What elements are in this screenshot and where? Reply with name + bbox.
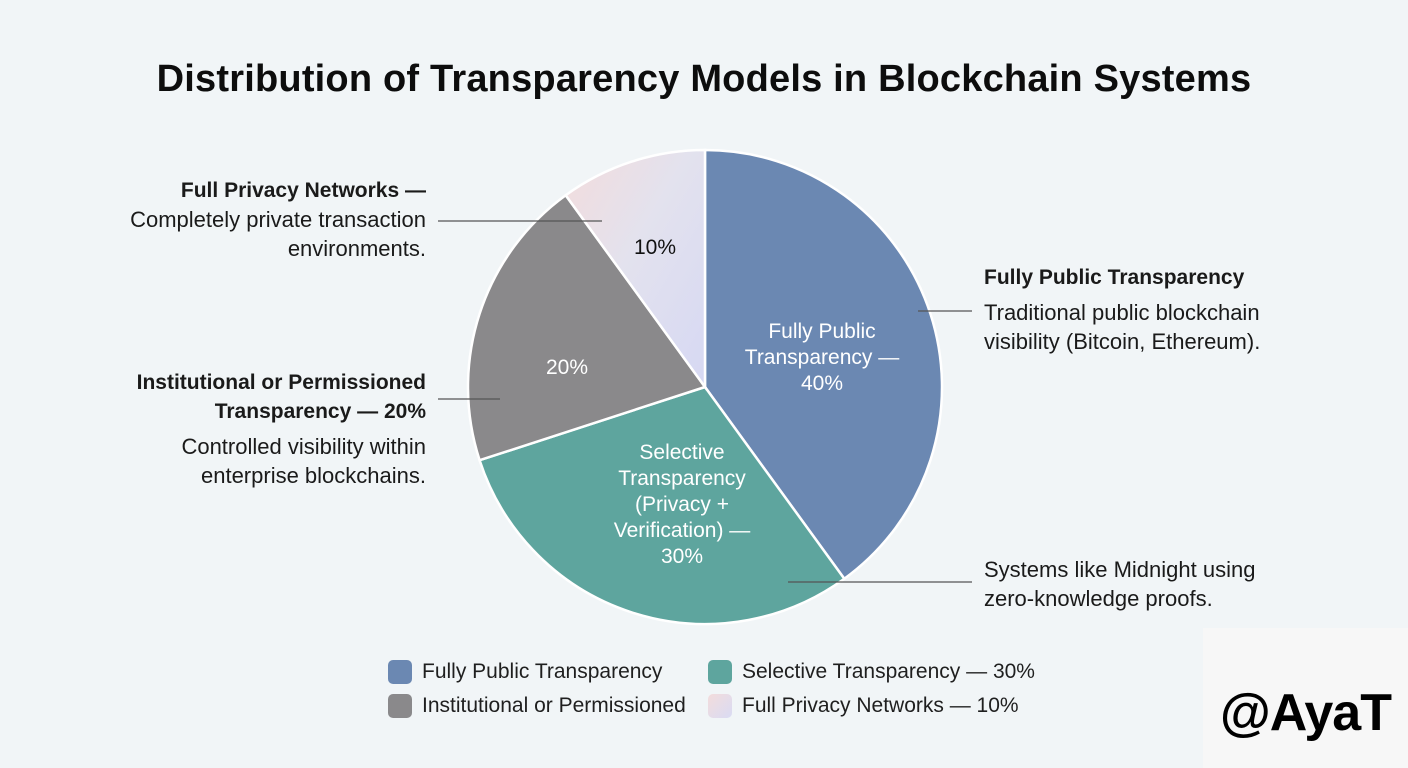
callout-full-privacy-line-2: environments.: [287, 236, 426, 261]
slice-label-institutional: 20%: [546, 356, 588, 379]
callout-selective: Systems like Midnight using zero-knowled…: [984, 555, 1314, 613]
legend-swatch-fully-public: [388, 660, 412, 684]
slice-institutional: [466, 193, 708, 462]
legend: Fully Public Transparency Selective Tran…: [388, 660, 1088, 718]
callout-fully-public-line-2: visibility (Bitcoin, Ethereum).: [984, 329, 1261, 354]
callout-institutional-title-2: Transparency — 20%: [214, 400, 426, 423]
slice-selective: [478, 385, 847, 626]
callout-selective-line-2: zero-knowledge proofs.: [984, 586, 1213, 611]
callout-selective-line-1: Systems like Midnight using: [984, 557, 1256, 582]
callout-institutional-title-1: Institutional or Permissioned: [136, 371, 426, 394]
watermark-text: @AyaT: [1220, 684, 1392, 742]
legend-label-full-privacy: Full Privacy Networks — 10%: [742, 694, 1019, 717]
callout-full-privacy-title: Full Privacy Networks —: [180, 179, 426, 202]
legend-swatch-selective: [708, 660, 732, 684]
legend-label-institutional: Institutional or Permissioned: [422, 694, 686, 717]
legend-item-selective: Selective Transparency — 30%: [708, 660, 1068, 684]
legend-label-fully-public: Fully Public Transparency: [422, 660, 663, 683]
legend-item-institutional: Institutional or Permissioned: [388, 694, 708, 718]
legend-swatch-full-privacy: [708, 694, 732, 718]
callout-institutional: Institutional or Permissioned Transparen…: [60, 368, 426, 490]
slice-label-fully-public: Fully Public Transparency —40%: [745, 320, 899, 395]
legend-item-fully-public: Fully Public Transparency: [388, 660, 708, 684]
chart-title: Distribution of Transparency Models in B…: [156, 58, 1252, 100]
slice-label-full-privacy: 10%: [634, 236, 676, 259]
slice-full-privacy: [563, 148, 707, 391]
callout-fully-public-title: Fully Public Transparency: [984, 266, 1245, 289]
legend-label-selective: Selective Transparency — 30%: [742, 660, 1035, 683]
legend-swatch-institutional: [388, 694, 412, 718]
slice-fully-public: [703, 148, 944, 581]
legend-item-full-privacy: Full Privacy Networks — 10%: [708, 694, 1068, 718]
callout-full-privacy: Full Privacy Networks — Completely priva…: [90, 176, 426, 263]
callout-institutional-line-1: Controlled visibility within: [181, 434, 426, 459]
slice-label-selective: Selective Transparency (Privacy + Verificat…: [614, 441, 751, 568]
callout-fully-public-line-1: Traditional public blockchain: [984, 300, 1260, 325]
watermark: @AyaT: [1203, 628, 1408, 768]
callout-institutional-line-2: enterprise blockchains.: [200, 463, 426, 488]
callout-fully-public: Fully Public Transparency Traditional pu…: [984, 263, 1314, 356]
callout-full-privacy-line-1: Completely private transaction: [130, 207, 426, 232]
